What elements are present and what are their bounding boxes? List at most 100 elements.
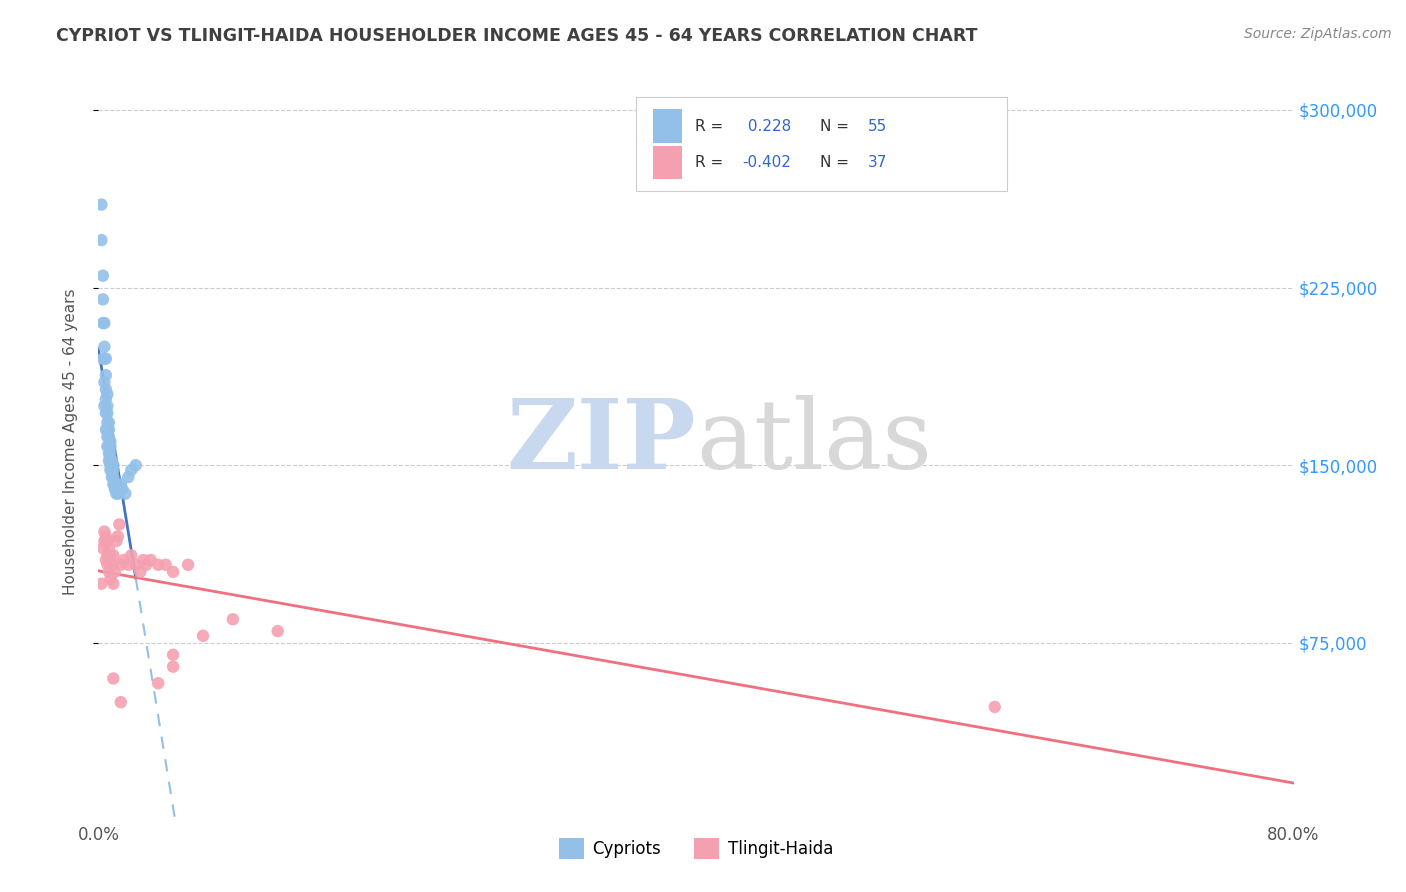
Point (98, 434, 122, 449)
Point (162, 659, 184, 673)
Point (120, 548, 142, 563)
Point (97, 446, 120, 460)
Point (97, 565, 120, 579)
Text: 55: 55 (868, 119, 887, 134)
Point (91, 541, 114, 556)
Point (104, 482, 127, 496)
Point (107, 529, 129, 543)
Text: Source: ZipAtlas.com: Source: ZipAtlas.com (1244, 27, 1392, 41)
Point (96, 416, 118, 430)
Point (93, 351, 115, 366)
Point (96, 548, 118, 563)
Point (103, 470, 125, 484)
Point (267, 624, 290, 639)
Point (162, 565, 184, 579)
Point (94, 368, 117, 383)
Point (177, 558, 200, 572)
Text: CYPRIOT VS TLINGIT-HAIDA HOUSEHOLDER INCOME AGES 45 - 64 YEARS CORRELATION CHART: CYPRIOT VS TLINGIT-HAIDA HOUSEHOLDER INC… (56, 27, 977, 45)
Point (191, 629, 214, 643)
Point (97, 423, 120, 437)
Point (90, 197, 112, 211)
Point (96, 439, 118, 453)
Text: N =: N = (820, 155, 853, 170)
Text: 0.228: 0.228 (742, 119, 790, 134)
Legend: Cypriots, Tlingit-Haida: Cypriots, Tlingit-Haida (553, 831, 839, 865)
Point (101, 458, 124, 473)
Point (93, 316, 115, 330)
Text: R =: R = (695, 119, 728, 134)
Point (96, 430, 118, 444)
Text: R =: R = (695, 155, 728, 170)
Point (96, 387, 118, 401)
Point (104, 477, 127, 491)
Point (98, 458, 122, 473)
Point (103, 576, 125, 591)
Text: N =: N = (820, 119, 853, 134)
Point (97, 416, 120, 430)
Point (125, 458, 148, 473)
Point (97, 430, 120, 444)
Point (108, 517, 131, 532)
Point (98, 439, 122, 453)
Point (148, 558, 170, 572)
Point (91, 316, 114, 330)
Point (93, 399, 115, 413)
Point (94, 553, 117, 567)
Point (101, 470, 124, 484)
Point (117, 470, 139, 484)
Point (101, 558, 124, 572)
FancyBboxPatch shape (637, 96, 1007, 191)
Point (103, 463, 125, 477)
Point (112, 553, 135, 567)
Point (94, 392, 117, 406)
Point (94, 529, 117, 543)
Point (125, 558, 148, 572)
Point (94, 383, 117, 397)
Point (129, 565, 152, 579)
Text: atlas: atlas (696, 394, 932, 489)
Point (94, 351, 117, 366)
Point (94, 406, 117, 420)
Point (96, 399, 118, 413)
Point (148, 676, 170, 690)
Point (90, 576, 112, 591)
Point (94, 423, 117, 437)
Point (101, 463, 124, 477)
Point (98, 446, 122, 460)
Point (105, 486, 128, 500)
Point (91, 351, 114, 366)
Point (155, 558, 177, 572)
Point (93, 376, 115, 390)
Point (114, 486, 136, 500)
Point (108, 482, 131, 496)
Point (110, 477, 132, 491)
Point (105, 534, 128, 549)
Point (98, 453, 122, 467)
Point (97, 453, 120, 467)
Point (96, 558, 118, 572)
Y-axis label: Householder Income Ages 45 - 64 years: Householder Income Ages 45 - 64 years (63, 288, 77, 595)
Point (90, 233, 112, 247)
Point (98, 548, 122, 563)
Point (96, 423, 118, 437)
Point (139, 553, 162, 567)
Text: 37: 37 (868, 155, 887, 170)
Point (101, 453, 124, 467)
Point (96, 534, 118, 549)
Text: -0.402: -0.402 (742, 155, 792, 170)
Point (103, 548, 125, 563)
Point (111, 482, 134, 496)
Point (96, 406, 118, 420)
Point (117, 558, 139, 572)
Point (110, 695, 132, 709)
Point (110, 558, 132, 572)
FancyBboxPatch shape (652, 145, 682, 179)
Point (222, 612, 245, 626)
Point (135, 558, 157, 572)
Point (97, 439, 120, 453)
Point (120, 463, 142, 477)
Point (93, 340, 115, 354)
Point (91, 293, 114, 307)
Point (104, 565, 127, 579)
Point (91, 268, 114, 283)
